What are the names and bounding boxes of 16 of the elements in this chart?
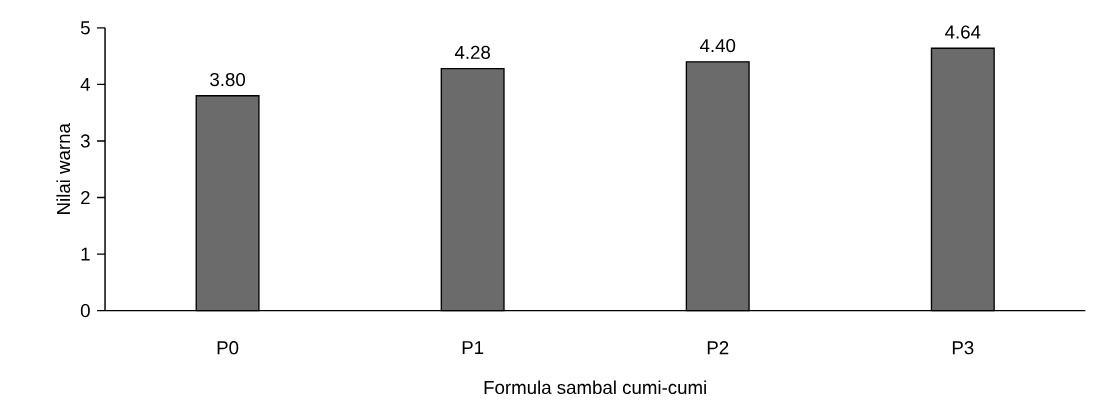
y-tick-label: 4: [80, 77, 90, 91]
y-axis-title: Nilai warna: [56, 123, 71, 214]
x-tick-label: P0: [217, 341, 239, 355]
data-label: 4.28: [454, 45, 491, 59]
y-tick-label: 3: [80, 134, 90, 148]
x-tick-label: P2: [707, 341, 729, 355]
x-axis-title: Formula sambal cumi-cumi: [484, 380, 706, 395]
y-tick-label: 0: [80, 303, 90, 318]
y-tick-label: 1: [81, 247, 90, 261]
data-label: 3.80: [210, 72, 246, 87]
data-label: 4.40: [699, 38, 736, 53]
y-tick-label: 2: [81, 190, 90, 204]
x-tick-label: P1: [462, 341, 484, 354]
data-label: 4.64: [945, 25, 981, 39]
x-tick-label: P3: [952, 341, 974, 355]
y-tick-label: 5: [80, 21, 90, 35]
